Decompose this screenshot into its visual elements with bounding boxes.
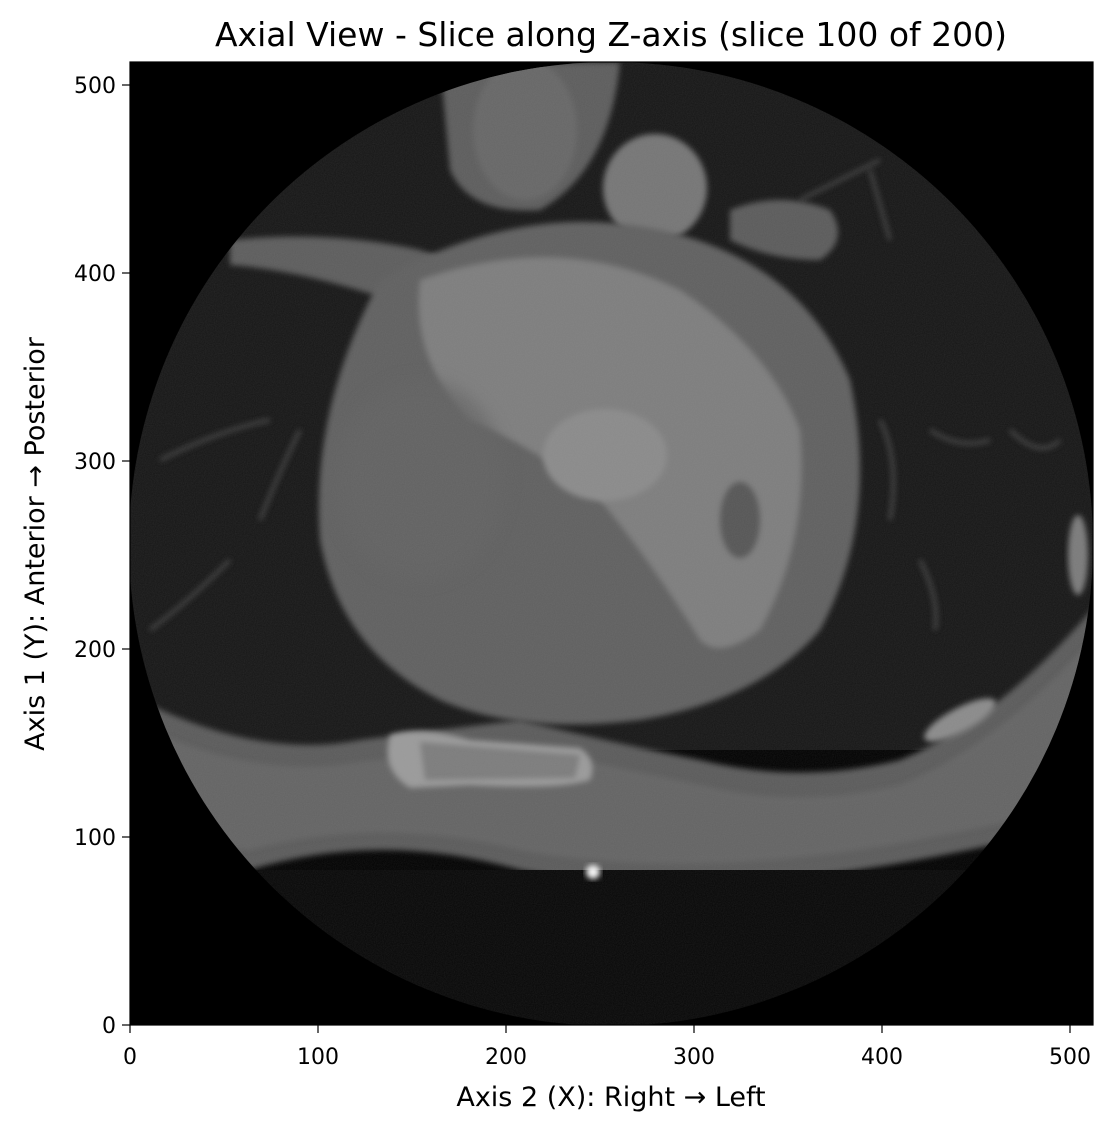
figure-title: Axial View - Slice along Z-axis (slice 1… bbox=[215, 15, 1007, 54]
x-tick-label: 400 bbox=[861, 1045, 903, 1070]
y-axis-label: Axis 1 (Y): Anterior → Posterior bbox=[20, 336, 51, 751]
plot-frame bbox=[129, 61, 1094, 1026]
x-tick-label: 500 bbox=[1049, 1045, 1091, 1070]
y-tick-label: 0 bbox=[102, 1014, 116, 1039]
y-tick-label: 500 bbox=[74, 74, 116, 99]
x-tick-label: 0 bbox=[123, 1045, 137, 1070]
x-axis-label: Axis 2 (X): Right → Left bbox=[456, 1082, 765, 1113]
x-axis bbox=[129, 1025, 1071, 1033]
x-tick-label: 100 bbox=[297, 1045, 339, 1070]
ct-slice-image bbox=[130, 62, 1093, 1025]
x-tick-label: 200 bbox=[485, 1045, 527, 1070]
y-axis bbox=[122, 84, 130, 1026]
y-tick-label: 300 bbox=[74, 450, 116, 475]
y-tick-label: 100 bbox=[74, 826, 116, 851]
y-tick-label: 400 bbox=[74, 262, 116, 287]
x-tick-label: 300 bbox=[673, 1045, 715, 1070]
y-tick-label: 200 bbox=[74, 638, 116, 663]
